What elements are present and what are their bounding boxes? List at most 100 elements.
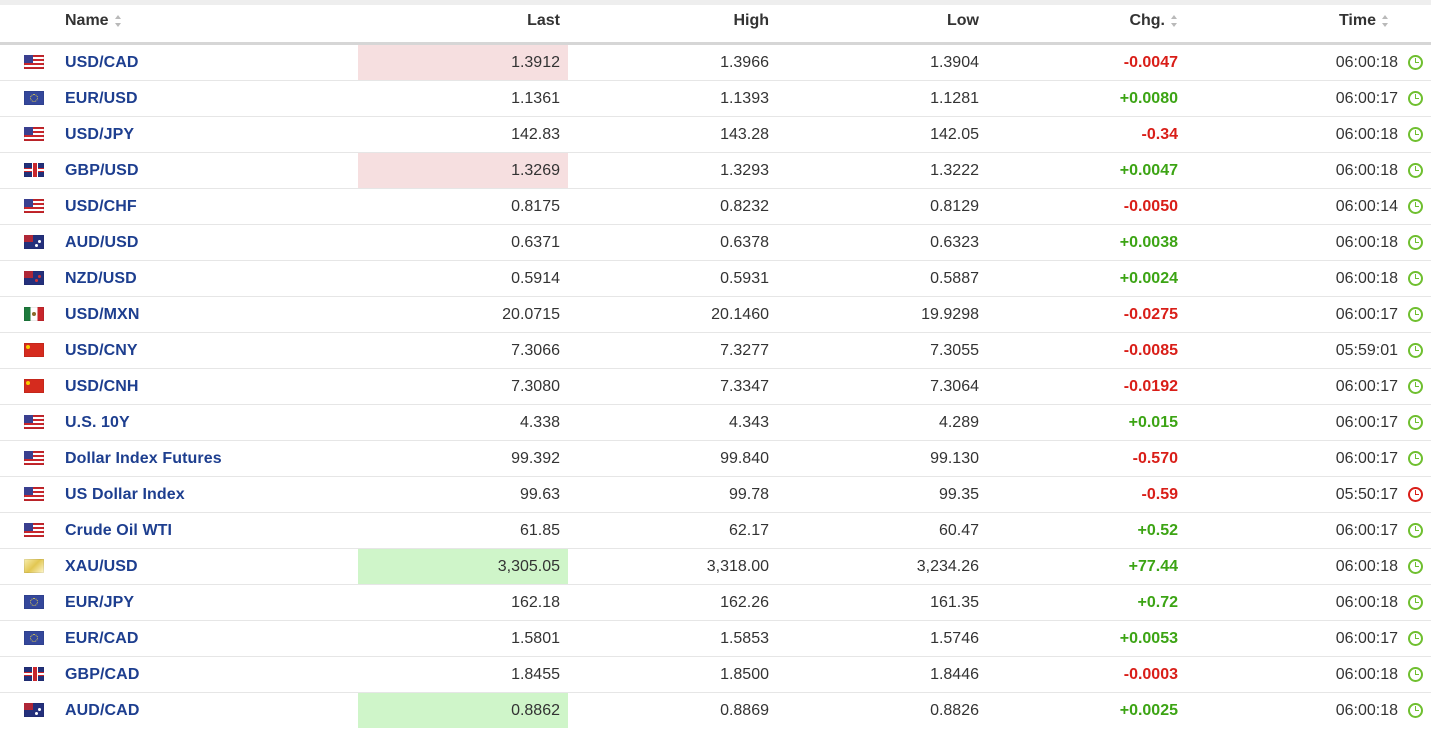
low-price: 1.8446	[777, 656, 987, 693]
low-price: 1.3904	[777, 43, 987, 81]
chg-column-header[interactable]: Chg.	[987, 0, 1186, 45]
update-time: 06:00:18	[1186, 260, 1406, 297]
last-price: 99.392	[358, 440, 568, 477]
change-value: -0.0047	[987, 43, 1186, 81]
high-price: 0.8232	[568, 188, 777, 225]
high-price: 7.3347	[568, 368, 777, 405]
update-time: 05:50:17	[1186, 476, 1406, 513]
update-time: 06:00:17	[1186, 512, 1406, 549]
instrument-link[interactable]: USD/CAD	[65, 53, 139, 71]
last-price: 99.63	[358, 476, 568, 513]
time-column-header[interactable]: Time	[1186, 0, 1431, 45]
instrument-link[interactable]: U.S. 10Y	[65, 413, 130, 431]
name-column-header[interactable]: Name	[52, 0, 358, 45]
high-price: 1.8500	[568, 656, 777, 693]
instrument-link[interactable]: EUR/USD	[65, 89, 138, 107]
high-price: 0.5931	[568, 260, 777, 297]
us-flag-icon	[24, 55, 44, 70]
mx-flag-icon	[24, 307, 44, 322]
instrument-link[interactable]: USD/MXN	[65, 305, 140, 323]
update-time: 05:59:01	[1186, 332, 1406, 369]
update-time: 06:00:18	[1186, 548, 1406, 585]
table-row: USD/CNY 7.3066 7.3277 7.3055 -0.0085 05:…	[0, 332, 1431, 369]
high-price: 4.343	[568, 404, 777, 441]
table-row: USD/JPY 142.83 143.28 142.05 -0.34 06:00…	[0, 116, 1431, 153]
clock-icon	[1408, 270, 1423, 286]
last-price: 20.0715	[358, 296, 568, 333]
update-time: 06:00:18	[1186, 43, 1406, 81]
table-row: Dollar Index Futures 99.392 99.840 99.13…	[0, 440, 1431, 477]
change-value: -0.570	[987, 440, 1186, 477]
high-price: 1.3293	[568, 152, 777, 189]
low-price: 60.47	[777, 512, 987, 549]
instrument-link[interactable]: AUD/USD	[65, 233, 139, 251]
high-price: 1.5853	[568, 620, 777, 657]
low-price: 7.3055	[777, 332, 987, 369]
table-row: USD/CAD 1.3912 1.3966 1.3904 -0.0047 06:…	[0, 43, 1431, 81]
instrument-link[interactable]: USD/JPY	[65, 125, 135, 143]
last-price: 142.83	[358, 116, 568, 153]
instrument-link[interactable]: US Dollar Index	[65, 485, 185, 503]
high-column-label: High	[733, 12, 769, 29]
high-price: 99.78	[568, 476, 777, 513]
table-row: EUR/CAD 1.5801 1.5853 1.5746 +0.0053 06:…	[0, 620, 1431, 657]
instrument-link[interactable]: EUR/CAD	[65, 629, 139, 647]
instrument-link[interactable]: GBP/USD	[65, 161, 139, 179]
clock-icon	[1408, 54, 1423, 70]
update-time: 06:00:18	[1186, 584, 1406, 621]
sort-icon[interactable]	[1171, 14, 1178, 27]
high-price: 1.3966	[568, 43, 777, 81]
low-price: 4.289	[777, 404, 987, 441]
change-value: -0.0050	[987, 188, 1186, 225]
instrument-link[interactable]: Dollar Index Futures	[65, 449, 222, 467]
instrument-link[interactable]: GBP/CAD	[65, 665, 140, 683]
low-price: 1.5746	[777, 620, 987, 657]
instrument-link[interactable]: AUD/CAD	[65, 701, 140, 719]
chg-column-label: Chg.	[1129, 12, 1165, 29]
change-value: +0.015	[987, 404, 1186, 441]
clock-icon	[1408, 126, 1423, 142]
change-value: +0.0053	[987, 620, 1186, 657]
change-value: +0.0047	[987, 152, 1186, 189]
cn-flag-icon	[24, 379, 44, 394]
change-value: -0.59	[987, 476, 1186, 513]
instrument-link[interactable]: XAU/USD	[65, 557, 138, 575]
low-price: 0.8826	[930, 701, 979, 719]
sort-icon[interactable]	[1382, 14, 1389, 27]
low-column-header: Low	[777, 0, 987, 45]
instrument-link[interactable]: EUR/JPY	[65, 593, 135, 611]
table-row: EUR/USD 1.1361 1.1393 1.1281 +0.0080 06:…	[0, 80, 1431, 117]
high-price: 20.1460	[568, 296, 777, 333]
clock-icon	[1408, 90, 1423, 106]
instrument-link[interactable]: NZD/USD	[65, 269, 137, 287]
last-price: 1.5801	[358, 620, 568, 657]
low-price: 1.1281	[777, 80, 987, 117]
clock-icon	[1408, 234, 1423, 250]
low-price: 0.5887	[777, 260, 987, 297]
instrument-link[interactable]: USD/CHF	[65, 197, 137, 215]
table-row: USD/CNH 7.3080 7.3347 7.3064 -0.0192 06:…	[0, 368, 1431, 405]
gb-flag-icon	[24, 667, 44, 682]
update-time: 06:00:18	[1186, 152, 1406, 189]
change-value: +0.72	[987, 584, 1186, 621]
nz-flag-icon	[24, 271, 44, 286]
low-column-label: Low	[947, 12, 979, 29]
instrument-link[interactable]: USD/CNY	[65, 341, 138, 359]
sort-icon[interactable]	[114, 14, 122, 27]
last-price: 0.8862	[358, 692, 568, 728]
update-time: 06:00:17	[1186, 620, 1406, 657]
change-value: -0.0275	[987, 296, 1186, 333]
change-value: -0.0085	[987, 332, 1186, 369]
instrument-link[interactable]: USD/CNH	[65, 377, 139, 395]
table-row: NZD/USD 0.5914 0.5931 0.5887 +0.0024 06:…	[0, 260, 1431, 297]
clock-icon	[1408, 306, 1423, 322]
instrument-link[interactable]: Crude Oil WTI	[65, 521, 173, 539]
table-header-row: Name Last High Low Chg. Time	[0, 0, 1431, 45]
high-price: 0.8869	[720, 701, 769, 719]
low-price: 161.35	[777, 584, 987, 621]
change-value: +0.0038	[987, 224, 1186, 261]
us-flag-icon	[24, 523, 44, 538]
high-price: 0.6378	[568, 224, 777, 261]
clock-icon	[1408, 522, 1423, 538]
